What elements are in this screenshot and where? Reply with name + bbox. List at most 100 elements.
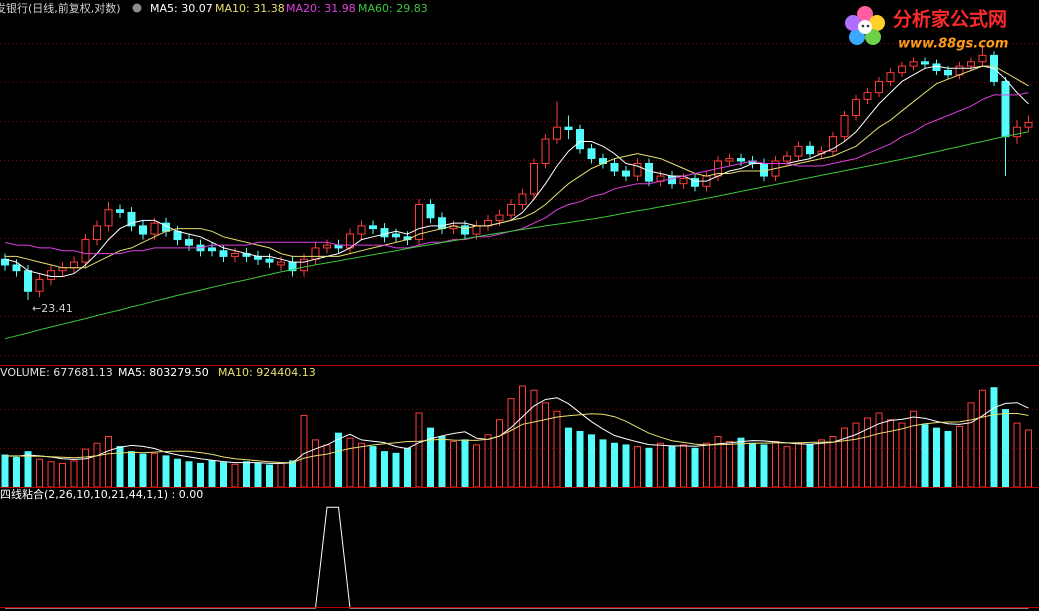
volume-bar xyxy=(622,444,630,488)
candle-body xyxy=(47,270,55,280)
candle-body xyxy=(967,61,975,67)
logo-petal xyxy=(849,29,865,45)
volume-bar xyxy=(760,444,768,488)
candle-body xyxy=(1013,126,1021,138)
volume-bar xyxy=(668,446,676,488)
legend-label: MA60: 29.83 xyxy=(358,2,428,15)
volume-bar xyxy=(254,462,262,488)
candle-body xyxy=(840,114,849,138)
candle-body xyxy=(104,209,113,227)
volume-bar xyxy=(737,437,745,488)
candle-body xyxy=(737,158,745,162)
candle-body xyxy=(24,270,32,292)
candle-body xyxy=(760,163,768,177)
candle-body xyxy=(1001,80,1010,138)
volume-bar xyxy=(139,453,147,488)
logo-petal xyxy=(857,6,873,22)
candle-body xyxy=(392,233,400,238)
candle-body xyxy=(909,61,918,67)
candle-body xyxy=(1024,121,1033,128)
volume-bar xyxy=(565,427,572,488)
chart-title: 浦发银行(日线,前复权,对数) xyxy=(0,1,121,15)
candle-body xyxy=(12,264,21,272)
legend-label: MA10: 31.38 xyxy=(215,2,285,15)
line-series xyxy=(4,397,1029,464)
volume-bar xyxy=(24,451,32,488)
volume-bar xyxy=(611,442,618,488)
line-series xyxy=(5,65,1029,269)
candle-body xyxy=(668,175,676,185)
candle-body xyxy=(932,63,941,71)
volume-bar xyxy=(369,446,377,488)
candle-body xyxy=(541,138,550,165)
logo-petal xyxy=(869,15,885,31)
logo xyxy=(845,6,885,45)
candle-body xyxy=(81,239,90,263)
candle-body xyxy=(610,163,619,172)
candle-body xyxy=(875,80,883,94)
candle-body xyxy=(978,54,987,63)
volume-bar xyxy=(806,444,814,488)
volume-bar xyxy=(438,436,446,488)
candle-body xyxy=(173,230,182,241)
candle-body xyxy=(93,225,101,241)
watermark-url: www.88gs.com xyxy=(898,37,1008,52)
volume-bar xyxy=(128,451,135,488)
candle-body xyxy=(150,222,159,235)
candle-body xyxy=(852,98,860,116)
candle-body xyxy=(645,163,653,182)
volume-bar xyxy=(381,451,388,488)
volume-bar xyxy=(13,457,20,488)
candle-body xyxy=(829,136,837,152)
volume-bar xyxy=(691,447,699,488)
candle-body xyxy=(323,244,331,249)
candle-body xyxy=(265,258,274,263)
settings-icon[interactable] xyxy=(132,3,142,13)
legend-label: 四线粘合(2,26,10,10,21,44,1,1) : 0.00 xyxy=(0,487,203,501)
volume-bar xyxy=(1,454,9,488)
candle-body xyxy=(208,247,216,252)
volume-bar xyxy=(599,439,607,488)
volume-bar xyxy=(990,387,998,488)
candle-body xyxy=(518,193,527,205)
line-series xyxy=(5,413,1029,464)
candle-body xyxy=(461,225,469,235)
volume-bar xyxy=(185,461,193,488)
candle-body xyxy=(472,225,481,235)
candle-body xyxy=(127,211,136,227)
candle-body xyxy=(300,258,308,272)
candle-body xyxy=(415,203,423,241)
candle-body xyxy=(783,155,791,162)
candle-body xyxy=(185,239,193,246)
candle-body xyxy=(944,69,952,76)
candle-body xyxy=(507,203,515,216)
candle-body xyxy=(495,214,504,221)
volume-bar xyxy=(162,455,170,488)
legend-label: MA5: 803279.50 xyxy=(118,366,209,379)
volume-bar xyxy=(335,432,342,488)
logo-eye xyxy=(866,24,870,28)
volume-bar xyxy=(266,464,273,488)
legend-label: MA10: 924404.13 xyxy=(218,366,316,379)
candle-body xyxy=(139,225,147,235)
candle-body xyxy=(219,250,228,257)
watermark-title: 分析家公式网 xyxy=(893,8,1007,31)
volume-bar xyxy=(289,460,296,488)
candle-body xyxy=(311,247,320,260)
low-annotation: ←23.41 xyxy=(32,302,73,315)
legend-label: MA20: 31.98 xyxy=(286,2,356,15)
candle-body xyxy=(794,145,803,157)
candle-body xyxy=(633,163,642,177)
candle-body xyxy=(576,129,584,150)
candle-body xyxy=(886,72,895,82)
candle-body xyxy=(806,145,814,155)
candle-body xyxy=(898,65,906,74)
volume-bar xyxy=(208,460,216,488)
candle-body xyxy=(231,253,239,257)
logo-center xyxy=(858,20,872,34)
volume-bar xyxy=(588,434,595,488)
volume-bar xyxy=(392,452,400,488)
logo-petal xyxy=(845,15,861,31)
